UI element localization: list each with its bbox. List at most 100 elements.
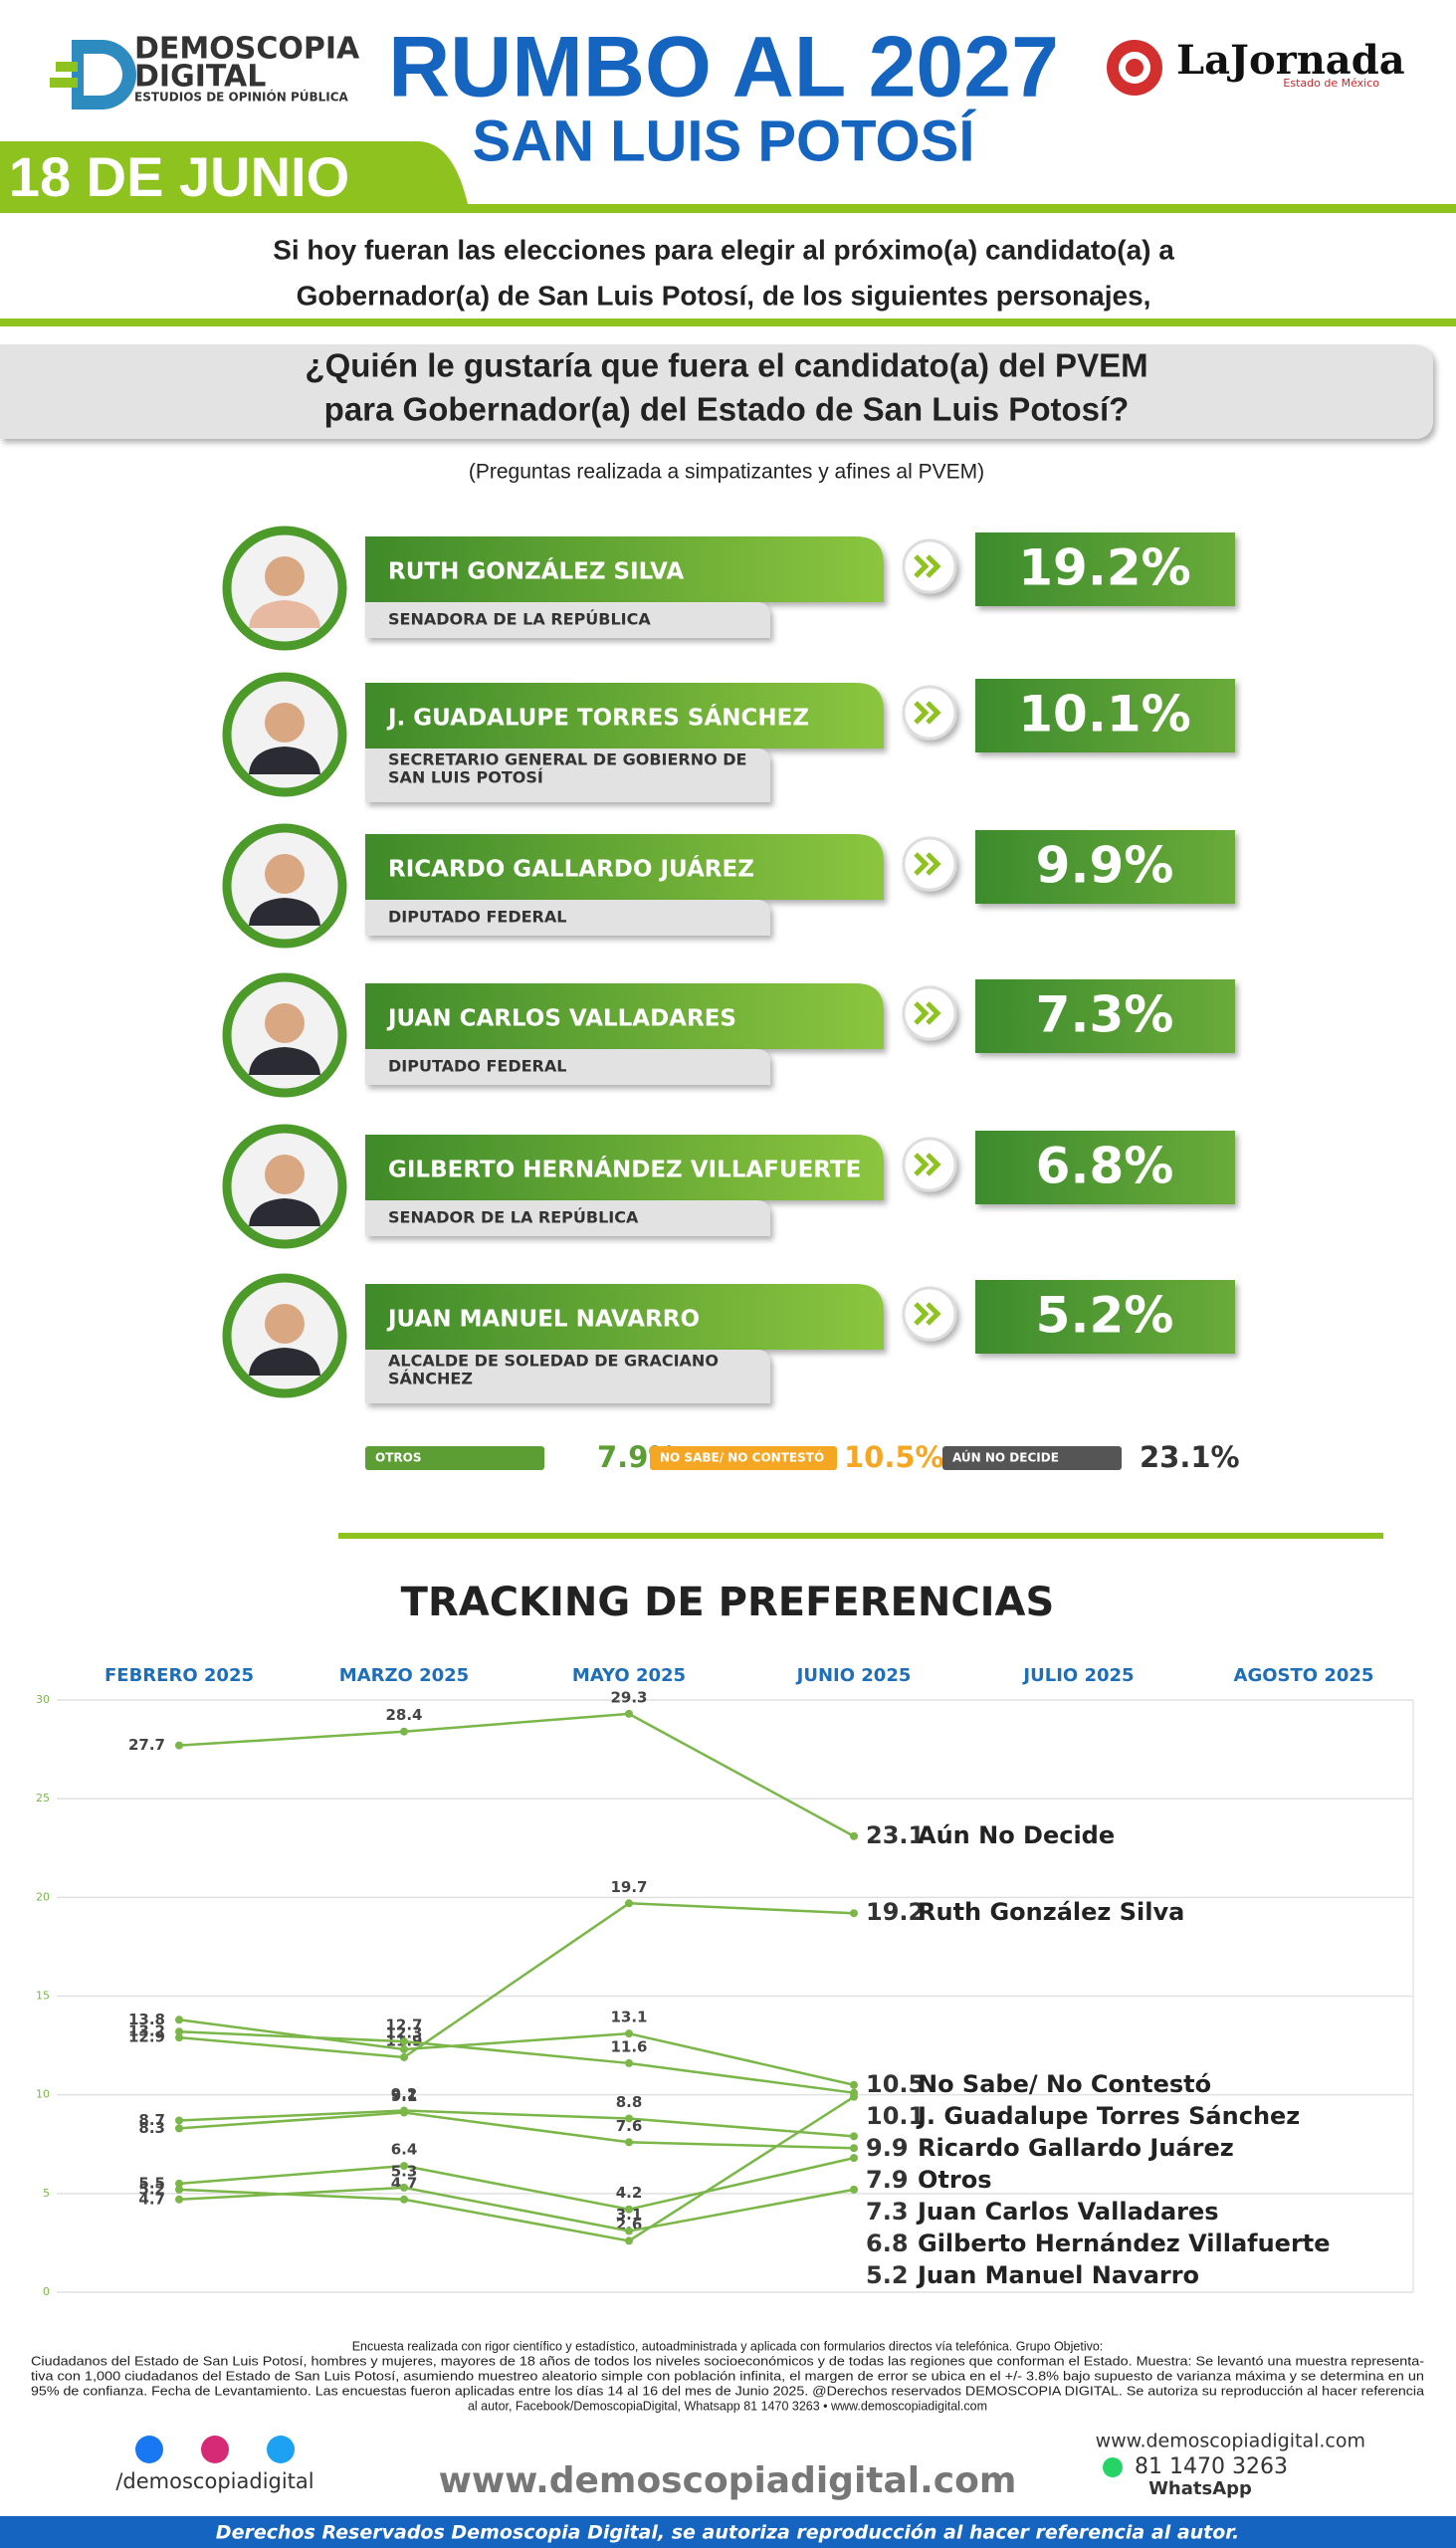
candidate-percent: 7.3%	[1036, 986, 1174, 1044]
series-point	[625, 1709, 633, 1718]
chevron-circle	[902, 1137, 957, 1192]
series-name: Ruth González Silva	[918, 1898, 1184, 1926]
footer-band	[0, 2516, 1456, 2548]
photo-body	[249, 1348, 320, 1376]
series-point	[625, 1899, 633, 1908]
candidate-row: J. GUADALUPE TORRES SÁNCHEZ SECRETARIO GE…	[222, 672, 1235, 802]
series-name: Ricardo Gallardo Juárez	[918, 2134, 1234, 2162]
logo-mark	[50, 40, 136, 109]
others-percent: 10.5%	[844, 1440, 944, 1474]
series-line	[178, 2186, 855, 2232]
x-tick-label: JULIO 2025	[1021, 1665, 1134, 1686]
website: www.demoscopiadigital.com	[439, 2460, 1017, 2501]
series-point	[625, 2236, 633, 2245]
logo-name2: DIGITAL	[134, 60, 266, 95]
intro-line: Si hoy fueran las elecciones para elegir…	[273, 234, 1174, 265]
point-label: 9.2	[391, 2085, 418, 2103]
y-tick-label: 20	[36, 1890, 50, 1903]
photo-body	[249, 746, 320, 774]
chevron	[914, 554, 941, 578]
series-name: Juan Carlos Valladares	[916, 2198, 1219, 2226]
y-tick-label: 5	[43, 2187, 50, 2200]
question-box	[0, 344, 1433, 439]
series-point	[625, 2227, 633, 2235]
social-handle: /demoscopiadigital	[115, 2469, 313, 2493]
candidate-row: RICARDO GALLARDO JUÁREZ DIPUTADO FEDERAL 9…	[222, 823, 1235, 949]
series-point	[625, 2114, 633, 2123]
candidate-name: RICARDO GALLARDO JUÁREZ	[388, 855, 754, 883]
percent-box	[975, 532, 1235, 606]
series-point	[175, 2116, 183, 2125]
point-label: 13.8	[128, 2011, 165, 2028]
point-label: 9.1	[391, 2087, 418, 2105]
series-point	[175, 2124, 183, 2133]
point-label: 12.9	[128, 2028, 165, 2046]
candidate-role: DIPUTADO FEDERAL	[388, 908, 566, 927]
percent-box	[975, 679, 1235, 752]
series-point	[850, 2080, 858, 2089]
series-point	[400, 2052, 408, 2061]
photo-head	[265, 1155, 305, 1194]
role-bar	[365, 900, 770, 936]
x-tick-label: MARZO 2025	[339, 1665, 469, 1686]
photo-body	[249, 600, 320, 628]
series-point	[175, 2033, 183, 2042]
x-tick-label: FEBRERO 2025	[104, 1665, 254, 1686]
partner-mark	[1107, 40, 1162, 96]
divider	[0, 318, 1456, 326]
name-bar	[365, 683, 884, 748]
methodology-line: al autor, Facebook/DemoscopiaDigital, Wh…	[468, 2399, 987, 2413]
photo-head	[265, 703, 305, 743]
candidate-role: SÁNCHEZ	[388, 1370, 473, 1388]
point-label: 28.4	[385, 1706, 422, 1724]
percent-box	[975, 979, 1235, 1053]
photo-body	[249, 1047, 320, 1075]
others-label: AÚN NO DECIDE	[952, 1450, 1059, 1465]
percent-box	[975, 830, 1235, 904]
x-tick-label: MAYO 2025	[572, 1665, 686, 1686]
candidate-row: JUAN MANUEL NAVARRO ALCALDE DE SOLEDAD DE…	[222, 1273, 1235, 1403]
end-value: 19.2	[866, 1898, 925, 1926]
point-label: 13.1	[610, 2009, 647, 2026]
role-bar	[365, 1200, 770, 1236]
series-point	[625, 2058, 633, 2067]
question-line: para Gobernador(a) del Estado de San Lui…	[324, 391, 1130, 428]
others-label: NO SABE/ NO CONTESTÓ	[660, 1450, 824, 1465]
partner: LaJornada	[1176, 37, 1405, 84]
methodology-line: tiva con 1,000 ciudadanos del Estado de …	[31, 2369, 1424, 2383]
phone: 81 1470 3263	[1135, 2454, 1288, 2479]
rights: Derechos Reservados Demoscopia Digital, …	[216, 2522, 1239, 2544]
series-name: Juan Manuel Navarro	[916, 2261, 1199, 2289]
series-point	[175, 2185, 183, 2194]
series-point	[400, 1727, 408, 1736]
divider	[338, 1533, 1383, 1539]
end-value: 9.9	[866, 2134, 909, 2162]
series-point	[400, 2162, 408, 2171]
series-point	[850, 2154, 858, 2163]
series-point	[625, 2205, 633, 2214]
series-point	[850, 2132, 858, 2141]
chevron	[914, 1302, 941, 1326]
logo-name: DEMOSCOPIA	[134, 32, 360, 67]
name-bar	[365, 834, 884, 900]
series-line	[178, 2111, 855, 2150]
point-label: 8.3	[138, 2119, 165, 2137]
series-point	[850, 1831, 858, 1840]
series-point	[175, 2016, 183, 2024]
y-tick-label: 0	[43, 2285, 50, 2298]
point-label: 7.6	[616, 2117, 643, 2135]
candidate-percent: 5.2%	[1036, 1287, 1174, 1345]
candidate-role: SAN LUIS POTOSÍ	[388, 768, 543, 787]
photo-body	[249, 898, 320, 926]
series-point	[175, 2179, 183, 2188]
chevron-circle	[902, 538, 957, 594]
candidate-name: J. GUADALUPE TORRES SÁNCHEZ	[386, 704, 809, 732]
end-value: 7.3	[866, 2198, 909, 2226]
social-icons	[135, 2436, 295, 2463]
end-value: 6.8	[866, 2230, 909, 2257]
x-tick-label: JUNIO 2025	[795, 1665, 912, 1686]
date-band	[0, 141, 1456, 213]
point-label: 8.8	[616, 2093, 643, 2111]
series-point	[850, 2092, 858, 2101]
